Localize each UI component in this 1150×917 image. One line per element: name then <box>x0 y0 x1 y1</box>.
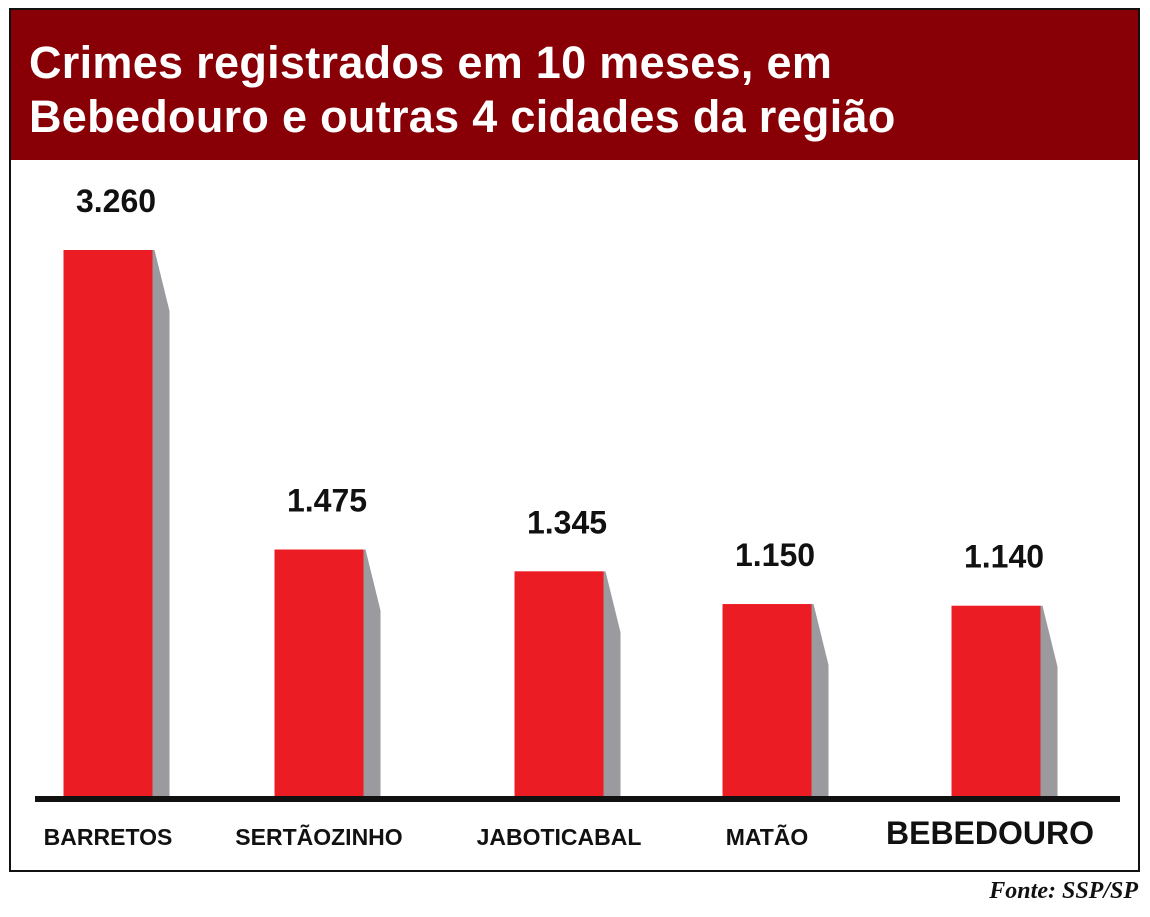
chart-title-line-1: Crimes registrados em 10 meses, em <box>29 37 833 88</box>
bar-shadow-barretos <box>152 250 170 797</box>
category-label-matao: MATÃO <box>726 823 809 850</box>
bar-barretos <box>63 250 153 797</box>
category-label-jaboticabal: JABOTICABAL <box>477 824 642 850</box>
x-axis-baseline <box>35 796 1120 802</box>
bar-matao <box>722 604 812 797</box>
value-label-sertaozinho: 1.475 <box>287 483 367 519</box>
title-banner: Crimes registrados em 10 meses, em Bebed… <box>11 10 1138 160</box>
value-label-bebedouro: 1.140 <box>964 539 1044 575</box>
value-label-barretos: 3.260 <box>76 183 156 219</box>
value-label-matao: 1.150 <box>735 537 815 573</box>
category-label-barretos: BARRETOS <box>44 824 173 850</box>
source-note: Fonte: SSP/SP <box>989 878 1138 904</box>
chart-title-line-2: Bebedouro e outras 4 cidades da região <box>29 91 896 142</box>
category-label-bebedouro: BEBEDOURO <box>886 815 1094 851</box>
bar-shadow-jaboticabal <box>603 571 621 797</box>
bar-shadow-sertaozinho <box>363 549 381 797</box>
bar-bebedouro <box>951 605 1041 797</box>
value-label-jaboticabal: 1.345 <box>527 504 607 540</box>
bar-shadow-bebedouro <box>1040 605 1058 797</box>
bar-shadow-matao <box>811 604 829 797</box>
bar-jaboticabal <box>514 571 604 797</box>
category-label-sertaozinho: SERTÃOZINHO <box>235 823 402 850</box>
bar-sertaozinho <box>274 549 364 797</box>
